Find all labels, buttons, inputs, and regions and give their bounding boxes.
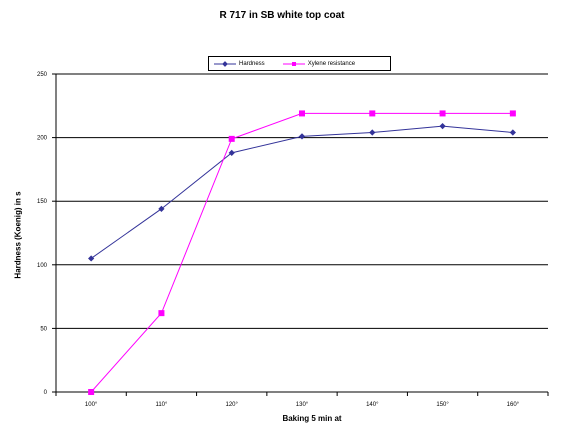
- x-axis-label: Baking 5 min at: [282, 414, 342, 423]
- point-s1-4: [369, 110, 376, 117]
- x-tick-label-3: 130°: [296, 402, 309, 408]
- point-s1-1: [158, 310, 165, 317]
- point-s0-5: [439, 123, 446, 130]
- chart-title: R 717 in SB white top coat: [219, 10, 345, 21]
- x-tick-label-6: 160°: [507, 402, 520, 408]
- y-tick-label-5: 250: [37, 72, 48, 78]
- y-tick-label-2: 100: [37, 263, 48, 269]
- x-tick-label-1: 110°: [155, 402, 168, 408]
- x-tick-label-0: 100°: [85, 402, 98, 408]
- y-tick-label-1: 50: [40, 326, 47, 332]
- point-s1-2: [228, 135, 235, 142]
- point-s1-5: [439, 110, 446, 117]
- legend-item-hardness: Hardness: [214, 61, 265, 67]
- series-line-1: [90, 112, 513, 393]
- point-s0-3: [298, 133, 306, 140]
- legend-label-hardness: Hardness: [239, 60, 265, 67]
- point-s0-0: [88, 255, 95, 262]
- legend-swatch-xylene: [282, 61, 305, 66]
- legend-label-xylene: Xylene resistance: [307, 60, 356, 67]
- point-s0-2: [228, 149, 235, 156]
- point-s1-6: [509, 110, 516, 117]
- point-s0-6: [509, 129, 516, 136]
- point-s1-3: [299, 110, 305, 117]
- legend-swatch-hardness: [214, 60, 236, 67]
- legend-item-xylene: Xylene resistance: [282, 60, 356, 67]
- x-tick-label-4: 140°: [366, 402, 379, 408]
- x-tick-label-2: 120°: [226, 402, 239, 408]
- y-tick-label-4: 200: [37, 136, 48, 142]
- point-s0-4: [369, 129, 376, 136]
- legend: Hardness Xylene resistance: [208, 56, 391, 71]
- x-tick-label-5: 150°: [436, 402, 449, 408]
- series-line-0: [90, 125, 513, 259]
- y-tick-label-0: 0: [44, 390, 48, 396]
- point-s1-0: [88, 389, 95, 395]
- y-tick-label-3: 150: [37, 199, 48, 205]
- point-s0-1: [158, 205, 165, 212]
